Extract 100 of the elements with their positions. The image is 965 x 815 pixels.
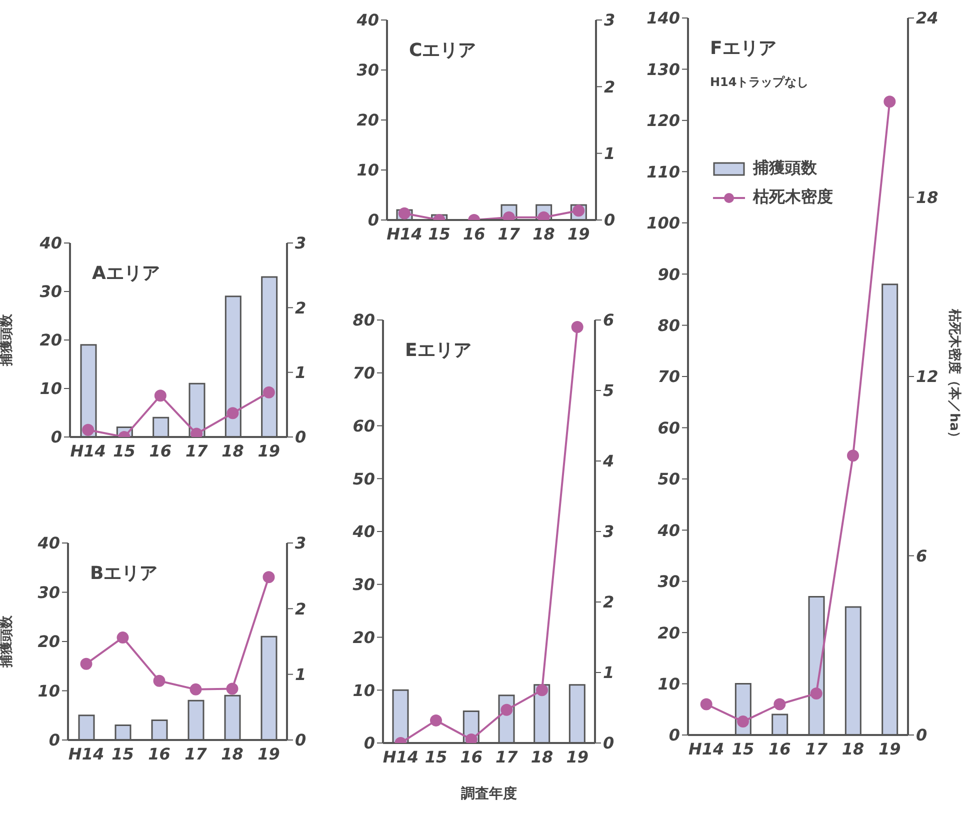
- text: Aエリア: [92, 262, 160, 285]
- y-tick-label: 40: [356, 10, 379, 30]
- y-tick-label: 40: [38, 234, 62, 253]
- y-tick-label: 90: [658, 264, 680, 284]
- x-tick-label: 17: [805, 739, 828, 758]
- y2-tick-label: 0: [603, 734, 614, 753]
- x-tick-label: 17: [498, 224, 521, 244]
- point: [116, 632, 129, 644]
- y-tick-label: 20: [658, 623, 680, 642]
- point: [153, 674, 166, 687]
- y2-tick-label: 4: [602, 452, 614, 471]
- y2-axis-title: 枯死木密度（本／ha）: [946, 308, 962, 444]
- x-tick-label: 15: [732, 739, 754, 758]
- y2-tick-label: 2: [603, 592, 614, 612]
- y-tick-label: 40: [656, 520, 680, 540]
- y2-tick-label: 1: [603, 663, 614, 682]
- point: [700, 698, 712, 710]
- y2-tick-label: 6: [916, 546, 928, 566]
- x-tick-label: 16: [149, 441, 172, 460]
- legend-label: 捕獲頭数: [753, 158, 817, 179]
- y-tick-label: 0: [50, 428, 62, 447]
- y-tick-label: 10: [356, 160, 379, 180]
- y2-tick-label: 0: [604, 210, 616, 230]
- y-tick-label: 20: [356, 110, 379, 130]
- x-tick-label: 16: [460, 747, 482, 766]
- y2-tick-label: 2: [295, 599, 306, 618]
- x-tick-label: 16: [148, 744, 170, 764]
- point: [465, 733, 478, 743]
- y-tick-label: 0: [364, 734, 375, 753]
- y-tick-label: 130: [646, 60, 680, 79]
- text: Fエリア: [710, 37, 778, 60]
- y-tick-label: 40: [36, 534, 60, 553]
- y-tick-label: 20: [38, 632, 60, 652]
- y2-tick-label: 12: [916, 367, 938, 386]
- x-tick-label: H14: [70, 441, 106, 460]
- x-tick-label: 17: [496, 747, 519, 766]
- x-axis-title: 調査年度: [460, 785, 518, 803]
- y-tick-label: 20: [352, 628, 375, 647]
- point: [536, 684, 548, 696]
- x-tick-label: 15: [112, 744, 134, 764]
- point: [190, 683, 202, 696]
- x-tick-label: 18: [842, 739, 864, 758]
- y-tick-label: 80: [658, 316, 680, 335]
- point: [774, 698, 786, 710]
- y-tick-label: 50: [352, 469, 375, 488]
- y-tick-label: 30: [38, 582, 60, 602]
- x-tick-label: 18: [532, 224, 555, 244]
- x-tick-label: 15: [113, 441, 136, 460]
- y2-tick-label: 24: [916, 8, 938, 28]
- x-tick-label: 18: [222, 441, 244, 460]
- y2-tick-label: 2: [295, 298, 306, 318]
- text: Eエリア: [405, 339, 472, 362]
- y2-tick-label: 3: [604, 10, 616, 30]
- x-tick-label: H14: [68, 744, 104, 764]
- x-tick-label: 19: [258, 744, 280, 764]
- y2-tick-label: 6: [603, 310, 614, 330]
- y-tick-label: 70: [352, 364, 375, 383]
- y-tick-label: 110: [646, 162, 680, 182]
- x-tick-label: H14: [382, 747, 418, 766]
- y2-tick-label: 0: [295, 730, 306, 750]
- text: Cエリア: [409, 39, 476, 62]
- y-tick-label: 60: [658, 418, 680, 438]
- y-tick-label: 40: [352, 522, 375, 542]
- x-tick-label: 17: [184, 744, 208, 764]
- x-tick-label: 17: [185, 441, 209, 460]
- y2-tick-label: 5: [603, 381, 614, 400]
- y-tick-label: 120: [646, 111, 680, 130]
- point: [430, 714, 442, 726]
- annotation: H14トラップなし: [710, 74, 809, 91]
- y2-tick-label: 3: [295, 234, 306, 253]
- y-tick-label: 30: [40, 282, 62, 302]
- y-tick-label: 20: [40, 330, 62, 350]
- x-tick-label: 16: [768, 739, 791, 758]
- y2-tick-label: 2: [604, 77, 616, 96]
- y-tick-label: 10: [352, 680, 375, 700]
- x-tick-label: 15: [428, 224, 450, 244]
- y2-tick-label: 1: [604, 144, 616, 164]
- point: [884, 96, 896, 108]
- x-tick-label: 18: [221, 744, 244, 764]
- y-tick-label: 10: [38, 681, 60, 700]
- y-tick-label: 100: [646, 214, 680, 233]
- y2-tick-label: 18: [916, 188, 938, 207]
- x-tick-label: 15: [424, 747, 448, 766]
- point: [847, 450, 859, 462]
- y2-tick-label: 1: [295, 363, 306, 382]
- y-tick-label: 0: [48, 730, 60, 750]
- point: [226, 682, 238, 695]
- x-tick-label: 19: [566, 747, 588, 766]
- y2-tick-label: 0: [916, 726, 928, 745]
- point: [262, 571, 275, 584]
- point: [571, 321, 584, 334]
- y2-tick-label: 1: [295, 665, 306, 684]
- y-tick-label: 30: [658, 572, 680, 592]
- y-tick-label: 30: [356, 60, 379, 80]
- y2-tick-label: 3: [295, 534, 306, 553]
- x-tick-label: 16: [462, 224, 486, 244]
- y-tick-label: 10: [658, 674, 680, 694]
- y-tick-label: 80: [352, 310, 375, 330]
- y-tick-label: 10: [40, 379, 62, 398]
- x-tick-label: H14: [688, 739, 724, 758]
